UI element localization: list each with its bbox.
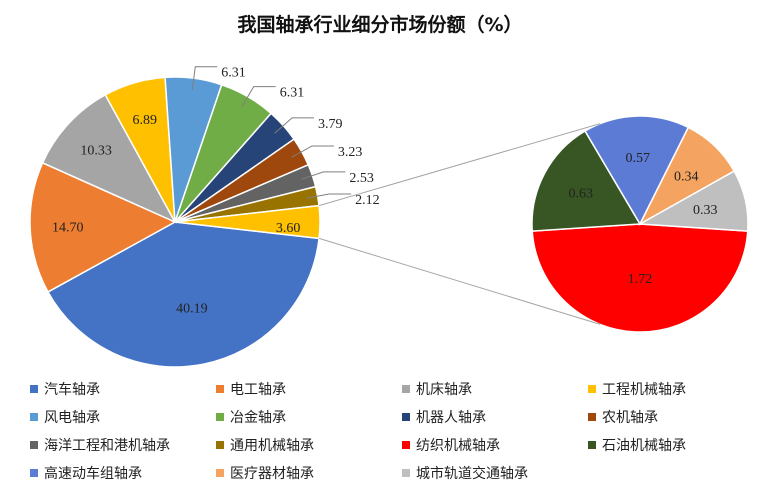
sub-data-label-3: 0.34 — [674, 170, 699, 185]
chart-title: 我国轴承行业细分市场份额（%） — [237, 14, 523, 36]
legend-item: 医疗器材轴承 — [216, 462, 402, 484]
main-data-label-3: 6.89 — [133, 113, 158, 128]
main-leader-7 — [291, 145, 334, 158]
legend-label: 医疗器材轴承 — [230, 466, 314, 482]
main-leader-9 — [306, 193, 352, 199]
legend-swatch — [216, 469, 224, 477]
main-data-label-8: 2.53 — [349, 171, 374, 186]
legend-label: 机器人轴承 — [416, 410, 486, 426]
main-data-label-5: 6.31 — [280, 86, 305, 101]
legend-label: 汽车轴承 — [44, 382, 100, 398]
legend-item: 冶金轴承 — [216, 406, 402, 428]
legend-item: 风电轴承 — [30, 406, 216, 428]
legend-label: 城市轨道交通轴承 — [416, 466, 528, 482]
main-leader-5 — [241, 86, 276, 107]
main-data-label-10: 3.60 — [276, 221, 301, 236]
legend-swatch — [402, 413, 410, 421]
sub-slice-4 — [637, 170, 749, 232]
sub-slice-1 — [531, 130, 642, 232]
legend-label: 冶金轴承 — [230, 410, 286, 426]
legend-label: 工程机械轴承 — [602, 382, 686, 398]
main-slice-2 — [41, 93, 177, 224]
sub-slice-2 — [584, 115, 690, 226]
main-data-label-1: 14.70 — [52, 220, 84, 235]
legend-item: 通用机械轴承 — [216, 434, 402, 456]
legend-item: 机器人轴承 — [402, 406, 588, 428]
sub-data-label-2: 0.57 — [625, 151, 650, 166]
legend-label: 纺织机械轴承 — [416, 438, 500, 454]
main-leader-6 — [274, 117, 314, 134]
legend-swatch — [588, 413, 596, 421]
legend-swatch — [402, 385, 410, 393]
legend-swatch — [402, 469, 410, 477]
legend-swatch — [588, 385, 596, 393]
legend-swatch — [30, 441, 38, 449]
main-leader-4 — [191, 66, 218, 90]
legend-label: 石油机械轴承 — [602, 438, 686, 454]
legend-swatch — [216, 413, 224, 421]
legend-swatch — [216, 441, 224, 449]
sub-data-label-1: 0.63 — [569, 187, 594, 202]
sub-data-label-4: 0.33 — [693, 203, 718, 218]
legend-item: 机床轴承 — [402, 378, 588, 400]
legend-item: 石油机械轴承 — [588, 434, 760, 456]
legend-label: 高速动车组轴承 — [44, 466, 142, 482]
connector-line-bottom — [318, 237, 601, 325]
sub-slice-0 — [531, 223, 749, 333]
legend-item: 纺织机械轴承 — [402, 434, 588, 456]
main-data-label-6: 3.79 — [318, 117, 343, 132]
legend-swatch — [30, 413, 38, 421]
main-leader-8 — [301, 171, 346, 180]
main-slice-0 — [46, 221, 320, 368]
legend-item: 农机轴承 — [588, 406, 760, 428]
legend-label: 海洋工程和港机轴承 — [44, 438, 170, 454]
legend-label: 农机轴承 — [602, 410, 658, 426]
legend-swatch — [30, 385, 38, 393]
legend: 汽车轴承 电工轴承 机床轴承 工程机械轴承风电轴承 冶金轴承 机器人轴承 农机轴承海洋工程和… — [30, 378, 750, 484]
legend-label: 风电轴承 — [44, 410, 100, 426]
main-data-label-0: 40.19 — [176, 301, 208, 316]
sub-data-label-0: 1.72 — [628, 272, 653, 287]
legend-item: 汽车轴承 — [30, 378, 216, 400]
legend-item: 城市轨道交通轴承 — [402, 462, 588, 484]
main-data-label-2: 10.33 — [80, 143, 112, 158]
legend-label: 通用机械轴承 — [230, 438, 314, 454]
legend-swatch — [588, 441, 596, 449]
legend-swatch — [402, 441, 410, 449]
legend-swatch — [30, 469, 38, 477]
legend-swatch — [216, 385, 224, 393]
legend-label: 机床轴承 — [416, 382, 472, 398]
legend-item: 高速动车组轴承 — [30, 462, 216, 484]
pie-of-pie-chart: 40.19 14.70 10.33 6.89 6.31 6.31 3.79 3.23 2.53 2… — [29, 66, 749, 368]
main-slice-10 — [174, 204, 321, 240]
legend-item: 海洋工程和港机轴承 — [30, 434, 216, 456]
main-data-label-7: 3.23 — [338, 145, 363, 160]
main-data-label-9: 2.12 — [355, 193, 380, 208]
legend-item: 电工轴承 — [216, 378, 402, 400]
legend-label: 电工轴承 — [230, 382, 286, 398]
main-slice-1 — [29, 161, 177, 293]
main-data-label-4: 6.31 — [221, 66, 246, 81]
legend-item: 工程机械轴承 — [588, 378, 760, 400]
connector-line-top — [318, 123, 601, 207]
